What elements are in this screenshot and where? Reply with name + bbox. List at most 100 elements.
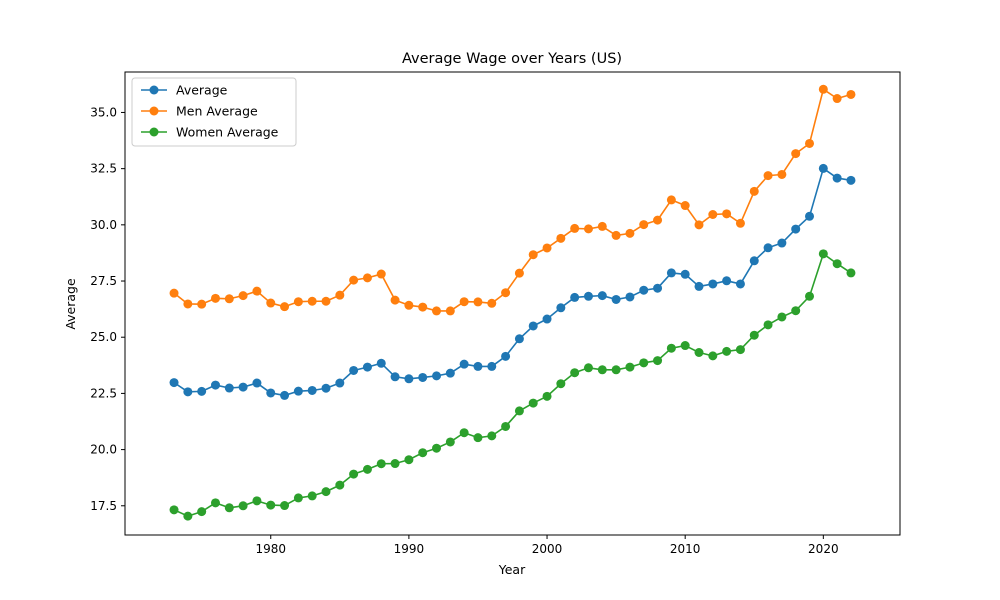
legend-label: Men Average bbox=[176, 104, 258, 119]
data-point bbox=[252, 286, 262, 296]
data-point bbox=[708, 351, 718, 361]
data-point bbox=[597, 291, 607, 301]
data-point bbox=[680, 341, 690, 351]
data-point bbox=[846, 175, 856, 185]
plot-frame bbox=[124, 71, 901, 536]
data-point bbox=[777, 169, 787, 179]
data-point bbox=[224, 383, 234, 393]
data-point bbox=[639, 220, 649, 230]
data-point bbox=[735, 279, 745, 289]
data-point bbox=[197, 507, 207, 517]
data-point bbox=[528, 398, 538, 408]
data-point bbox=[832, 259, 842, 269]
data-point bbox=[625, 292, 635, 302]
data-point bbox=[197, 386, 207, 396]
data-point bbox=[791, 224, 801, 234]
data-point bbox=[805, 291, 815, 301]
data-point bbox=[832, 94, 842, 104]
data-point bbox=[266, 500, 276, 510]
x-tick-label: 2000 bbox=[532, 542, 563, 556]
data-point bbox=[514, 268, 524, 278]
data-point bbox=[735, 218, 745, 228]
data-point bbox=[680, 269, 690, 279]
data-point bbox=[473, 297, 483, 307]
data-point bbox=[266, 388, 276, 398]
data-point bbox=[321, 487, 331, 497]
data-point bbox=[514, 406, 524, 416]
y-axis-label: Average bbox=[63, 278, 78, 330]
data-point bbox=[183, 387, 193, 397]
data-point bbox=[570, 292, 580, 302]
data-point bbox=[528, 250, 538, 260]
data-point bbox=[514, 334, 524, 344]
data-point bbox=[735, 345, 745, 355]
data-point bbox=[445, 368, 455, 378]
data-point bbox=[639, 358, 649, 368]
data-point bbox=[749, 186, 759, 196]
data-point bbox=[432, 443, 442, 453]
data-point bbox=[501, 351, 511, 361]
legend: Average Men Average Women Average bbox=[131, 77, 297, 147]
y-tick-label: 30.0 bbox=[90, 218, 117, 232]
data-point bbox=[818, 84, 828, 94]
data-point bbox=[583, 291, 593, 301]
data-point bbox=[335, 480, 345, 490]
data-point bbox=[625, 228, 635, 238]
x-axis-ticks: 1980 1990 2000 2010 2020 bbox=[255, 535, 839, 556]
data-point bbox=[183, 511, 193, 521]
legend-box bbox=[131, 77, 297, 147]
data-point bbox=[818, 249, 828, 259]
data-point bbox=[749, 330, 759, 340]
chart-title: Average Wage over Years (US) bbox=[402, 51, 622, 67]
data-point bbox=[666, 343, 676, 353]
data-point bbox=[501, 288, 511, 298]
plot-marks bbox=[169, 84, 856, 521]
data-point bbox=[307, 491, 317, 501]
y-tick-label: 25.0 bbox=[90, 330, 117, 344]
legend-label: Women Average bbox=[176, 125, 279, 140]
data-point bbox=[763, 320, 773, 330]
data-point bbox=[390, 459, 400, 469]
data-point bbox=[349, 469, 359, 479]
x-axis-label: Year bbox=[498, 562, 526, 577]
data-point bbox=[694, 348, 704, 357]
data-point bbox=[280, 501, 290, 511]
data-point bbox=[542, 314, 552, 324]
data-point bbox=[210, 293, 220, 303]
data-point bbox=[404, 455, 414, 465]
data-point bbox=[653, 356, 663, 366]
data-point bbox=[169, 288, 179, 298]
data-point bbox=[791, 306, 801, 316]
data-point bbox=[418, 372, 428, 382]
data-point bbox=[749, 256, 759, 266]
data-point bbox=[280, 390, 290, 400]
data-point bbox=[252, 378, 262, 388]
y-tick-label: 35.0 bbox=[90, 105, 117, 119]
data-point bbox=[611, 365, 621, 375]
data-point bbox=[445, 437, 455, 447]
series-average bbox=[169, 163, 856, 400]
data-point bbox=[666, 195, 676, 205]
data-point bbox=[763, 171, 773, 181]
data-point bbox=[694, 281, 704, 291]
data-point bbox=[805, 138, 815, 148]
data-point bbox=[501, 421, 511, 431]
data-point bbox=[321, 296, 331, 306]
data-point bbox=[846, 268, 856, 278]
data-point bbox=[542, 243, 552, 253]
data-point bbox=[376, 358, 386, 368]
data-point bbox=[238, 501, 248, 511]
data-point bbox=[238, 291, 248, 301]
data-point bbox=[390, 372, 400, 382]
data-point bbox=[210, 498, 220, 508]
data-point bbox=[252, 496, 262, 506]
y-tick-label: 17.5 bbox=[90, 499, 117, 513]
data-point bbox=[293, 297, 303, 307]
data-point bbox=[307, 296, 317, 306]
data-point bbox=[210, 380, 220, 390]
data-point bbox=[570, 368, 580, 378]
data-point bbox=[722, 209, 732, 219]
data-point bbox=[583, 224, 593, 234]
data-point bbox=[680, 201, 690, 211]
data-point bbox=[169, 378, 179, 388]
